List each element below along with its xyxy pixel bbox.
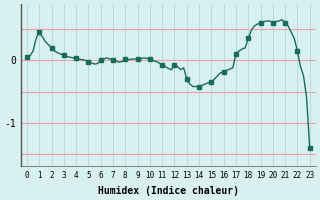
X-axis label: Humidex (Indice chaleur): Humidex (Indice chaleur) — [98, 186, 239, 196]
